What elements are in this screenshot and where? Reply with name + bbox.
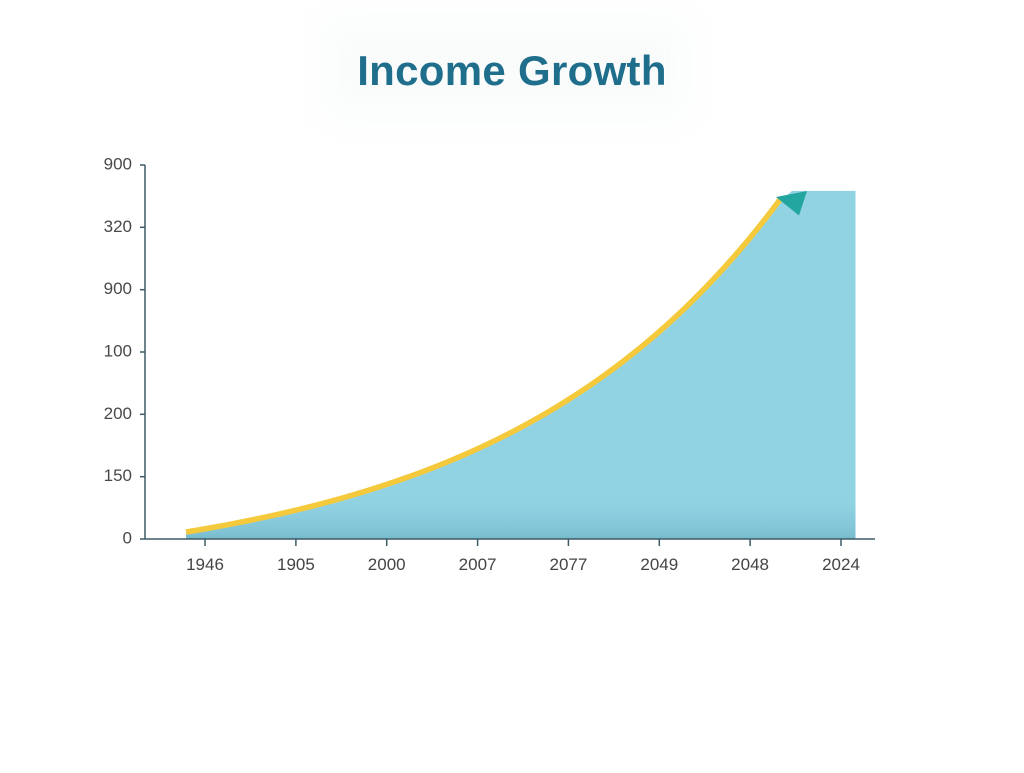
svg-text:2000: 2000 bbox=[368, 555, 406, 574]
svg-text:2048: 2048 bbox=[731, 555, 769, 574]
svg-text:100: 100 bbox=[104, 341, 132, 360]
svg-text:1946: 1946 bbox=[186, 555, 224, 574]
svg-text:2049: 2049 bbox=[640, 555, 678, 574]
svg-text:320: 320 bbox=[104, 217, 132, 236]
svg-text:900: 900 bbox=[104, 279, 132, 298]
svg-text:0: 0 bbox=[123, 528, 132, 547]
svg-text:200: 200 bbox=[104, 404, 132, 423]
svg-text:2077: 2077 bbox=[549, 555, 587, 574]
svg-text:900: 900 bbox=[104, 154, 132, 173]
svg-text:150: 150 bbox=[104, 466, 132, 485]
svg-text:1905: 1905 bbox=[277, 555, 315, 574]
svg-text:2007: 2007 bbox=[459, 555, 497, 574]
svg-text:2024: 2024 bbox=[822, 555, 860, 574]
